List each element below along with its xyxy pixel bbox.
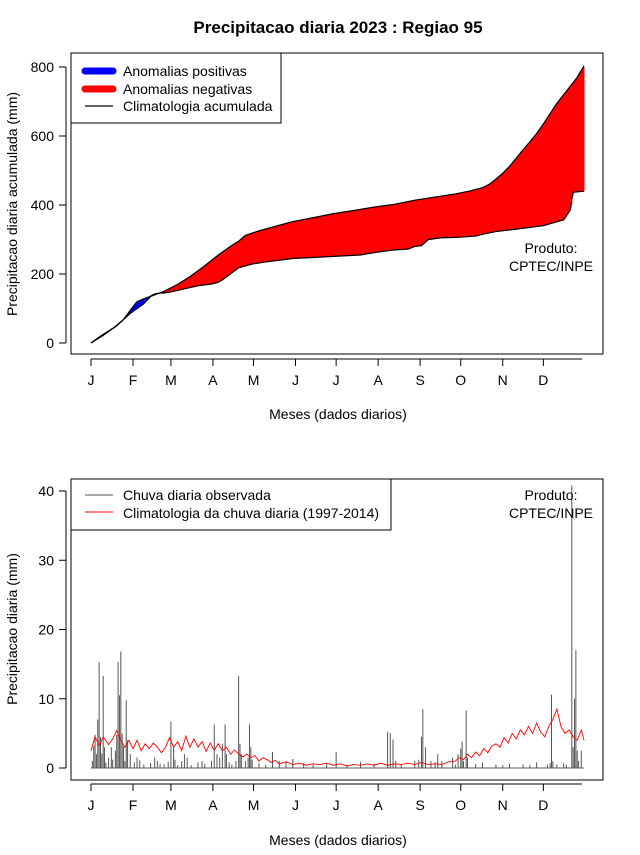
x-tick-label: J [88,372,95,388]
credit-label: Produto: [525,240,578,256]
y-tick-label: 0 [46,760,54,776]
legend-label-positive: Anomalias positivas [123,63,247,79]
x-tick-label: D [538,372,548,388]
legend: Anomalias positivas Anomalias negativas … [71,53,281,123]
y-tick-label: 600 [31,128,55,144]
credit-label: Produto: [525,487,578,503]
x-tick-label: F [129,372,138,388]
credit-source: CPTEC/INPE [509,505,593,521]
y-axis-label: Precipitacao diaria (mm) [4,553,20,705]
x-tick-label: S [415,372,424,388]
legend-label-negative: Anomalias negativas [123,81,252,97]
x-tick-label: O [455,797,466,813]
x-tick-label: J [333,797,340,813]
x-tick-label: M [248,797,260,813]
y-tick-label: 20 [38,622,54,638]
y-tick-label: 0 [46,335,54,351]
y-tick-label: 10 [38,691,54,707]
credit-source: CPTEC/INPE [509,258,593,274]
x-axis-label: Meses (dados diarios) [269,832,407,848]
y-tick-label: 400 [31,197,55,213]
y-tick-label: 800 [31,59,55,75]
legend-label-climatology: Climatologia acumulada [123,98,273,114]
x-tick-label: A [208,797,218,813]
x-tick-label: N [498,372,508,388]
x-tick-label: J [333,372,340,388]
y-axis-label: Precipitacao diaria acumulada (mm) [4,92,20,316]
figure-title: Precipitacao diaria 2023 : Regiao 95 [193,18,482,37]
legend-label-climatology: Climatologia da chuva diaria (1997-2014) [123,505,379,521]
y-tick-label: 30 [38,552,54,568]
x-tick-label: D [538,797,548,813]
legend: Chuva diaria observada Climatologia da c… [71,479,391,530]
x-tick-label: F [129,797,138,813]
x-tick-label: O [455,372,466,388]
y-tick-label: 200 [31,266,55,282]
x-tick-label: J [88,797,95,813]
legend-label-observed: Chuva diaria observada [123,487,271,503]
x-tick-label: A [373,372,383,388]
x-tick-label: J [292,372,299,388]
negative-anomaly-slice [583,67,585,191]
y-tick-label: 40 [38,483,54,499]
x-tick-label: M [165,797,177,813]
x-tick-label: N [498,797,508,813]
x-tick-label: A [208,372,218,388]
x-tick-label: A [373,797,383,813]
x-tick-label: M [248,372,260,388]
x-tick-label: J [292,797,299,813]
x-tick-label: S [415,797,424,813]
x-tick-label: M [165,372,177,388]
x-axis-label: Meses (dados diarios) [269,406,407,422]
